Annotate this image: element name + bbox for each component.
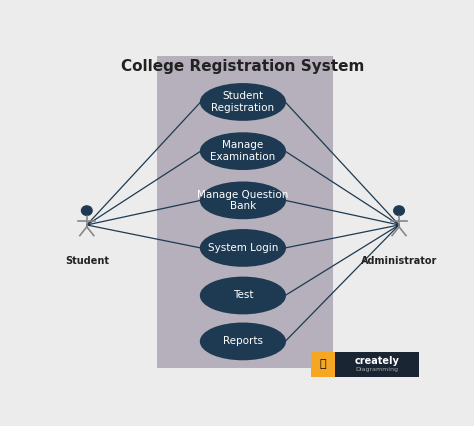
FancyBboxPatch shape [311, 352, 335, 377]
Text: Manage
Examination: Manage Examination [210, 140, 275, 162]
Text: Reports: Reports [223, 337, 263, 346]
Text: creately: creately [355, 356, 400, 366]
Text: Student
Registration: Student Registration [211, 91, 274, 113]
Ellipse shape [201, 133, 285, 169]
Text: College Registration System: College Registration System [121, 59, 365, 74]
Text: Administrator: Administrator [361, 256, 437, 266]
Ellipse shape [201, 323, 285, 360]
Circle shape [82, 206, 92, 216]
Text: System Login: System Login [208, 243, 278, 253]
Ellipse shape [201, 182, 285, 219]
Text: 💡: 💡 [319, 359, 326, 369]
Text: Manage Question
Bank: Manage Question Bank [197, 190, 289, 211]
Ellipse shape [201, 277, 285, 314]
Text: Diagramming: Diagramming [356, 367, 399, 372]
Ellipse shape [201, 84, 285, 120]
FancyBboxPatch shape [156, 56, 333, 368]
FancyBboxPatch shape [311, 352, 419, 377]
Circle shape [394, 206, 404, 216]
Ellipse shape [201, 230, 285, 266]
Text: Test: Test [233, 291, 253, 300]
Text: Student: Student [65, 256, 109, 266]
